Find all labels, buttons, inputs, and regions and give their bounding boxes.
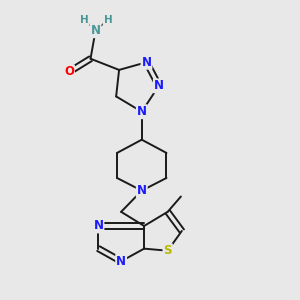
Text: N: N [142, 56, 152, 69]
Text: S: S [164, 244, 172, 257]
Text: N: N [154, 79, 164, 92]
Text: N: N [137, 105, 147, 118]
Text: H: H [80, 15, 89, 25]
Text: N: N [116, 255, 126, 268]
Text: H: H [103, 15, 112, 25]
Text: N: N [91, 24, 100, 37]
Text: O: O [64, 65, 74, 79]
Text: N: N [137, 184, 147, 197]
Text: N: N [94, 220, 103, 232]
